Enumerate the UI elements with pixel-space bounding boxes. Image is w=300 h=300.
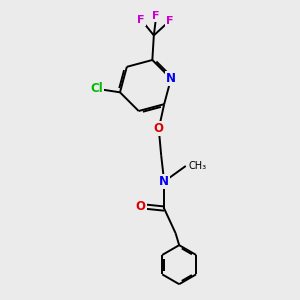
Text: Cl: Cl (90, 82, 103, 95)
Text: F: F (137, 15, 145, 25)
Text: N: N (159, 175, 169, 188)
Text: F: F (166, 16, 173, 26)
Text: O: O (136, 200, 146, 213)
Text: CH₃: CH₃ (188, 161, 206, 171)
Text: O: O (154, 122, 164, 135)
Text: F: F (152, 11, 160, 21)
Text: N: N (166, 72, 176, 85)
